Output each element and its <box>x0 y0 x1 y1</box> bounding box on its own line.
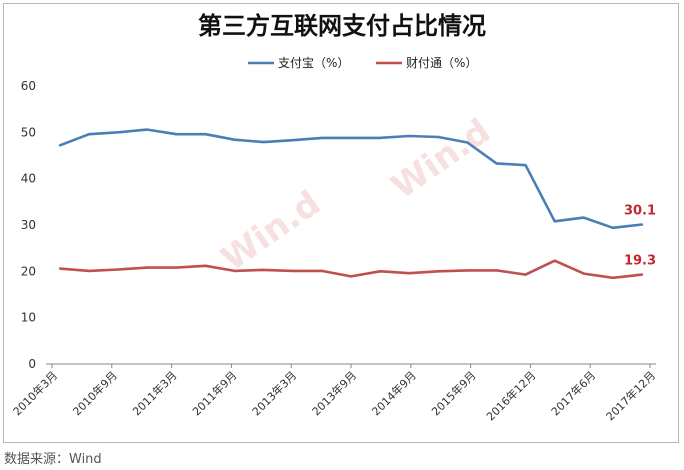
series-1-point-20 <box>640 273 644 276</box>
series-0-point-1 <box>87 132 91 136</box>
chart: 第三方互联网支付占比情况 Win.d Win.d 支付宝（%） 财付通（%） 0 10… <box>10 11 658 423</box>
chart-frame: 第三方互联网支付占比情况 Win.d Win.d 支付宝（%） 财付通（%） 0 10… <box>3 3 679 443</box>
series-1-point-6 <box>233 269 236 273</box>
source-note: 数据来源：Wind <box>4 452 102 467</box>
series-end-label-1: 19.3 <box>624 254 656 269</box>
series-0-point-6 <box>233 138 236 141</box>
series-0-point-14 <box>466 141 469 144</box>
y-tick-label-50: 50 <box>21 125 36 139</box>
series-0-point-2 <box>117 131 120 134</box>
x-tick-label-9: 2017年6月 <box>548 368 598 418</box>
series-0-point-17 <box>553 220 556 223</box>
y-tick-label-40: 40 <box>21 172 36 186</box>
series-1-point-14 <box>466 269 469 272</box>
x-tick-label-0: 2010年3月 <box>10 368 60 418</box>
series-1-point-11 <box>378 270 382 273</box>
series-0-point-10 <box>349 136 353 140</box>
series-0-point-11 <box>378 136 382 140</box>
x-tick-label-7: 2015年9月 <box>429 368 479 418</box>
series-1-point-16 <box>524 273 527 276</box>
series-line-0 <box>59 128 643 230</box>
series-1-point-18 <box>582 272 585 275</box>
series-1-point-7 <box>262 268 265 272</box>
series-1-point-17 <box>553 259 556 262</box>
series-1-point-19 <box>611 276 615 280</box>
series-0-point-20 <box>640 223 644 226</box>
series-0-point-5 <box>204 132 207 136</box>
y-tick-label-0: 0 <box>28 357 36 371</box>
series-0-point-15 <box>495 162 498 165</box>
series-1-point-4 <box>175 266 178 269</box>
x-tick-label-3: 2011年9月 <box>189 368 239 418</box>
series-1-point-2 <box>117 268 120 271</box>
series-0-point-8 <box>291 139 294 142</box>
y-tick-label-10: 10 <box>21 311 36 325</box>
x-tick-label-10: 2017年12月 <box>603 368 658 423</box>
series-end-label-0: 30.1 <box>624 204 656 219</box>
series-1-point-3 <box>146 266 149 269</box>
series-0-point-7 <box>262 140 265 144</box>
series-0-point-12 <box>408 134 411 138</box>
watermark-1: Win.d <box>384 111 498 207</box>
y-tick-label-60: 60 <box>21 79 36 93</box>
series-0-point-19 <box>611 226 615 229</box>
series-1-point-12 <box>408 271 411 275</box>
series-0-point-4 <box>175 132 178 136</box>
series-0-point-16 <box>524 164 527 167</box>
series-1-point-5 <box>204 264 207 267</box>
series-0-point-3 <box>146 128 149 131</box>
series-0-point-13 <box>437 135 440 139</box>
x-tick-label-4: 2013年3月 <box>249 368 299 418</box>
series-1-point-0 <box>58 267 62 270</box>
series-1-point-10 <box>349 275 353 278</box>
x-tick-label-8: 2016年12月 <box>483 368 538 423</box>
x-tick-label-1: 2010年9月 <box>70 368 120 418</box>
series-1-point-15 <box>495 269 498 272</box>
series-0-point-18 <box>582 216 585 219</box>
x-tick-label-6: 2014年9月 <box>369 368 419 418</box>
series-1-point-9 <box>320 269 324 273</box>
x-tick-label-2: 2011年3月 <box>130 368 180 418</box>
x-tick-label-5: 2013年9月 <box>309 368 359 418</box>
y-tick-label-30: 30 <box>21 218 36 232</box>
series-0-point-9 <box>320 136 324 140</box>
watermark-0: Win.d <box>214 183 328 279</box>
series-1-point-13 <box>437 270 440 273</box>
legend-label-1: 财付通（%） <box>406 56 477 70</box>
chart-title: 第三方互联网支付占比情况 <box>198 11 486 40</box>
series-1-point-8 <box>291 269 294 273</box>
series-1-point-1 <box>87 269 91 273</box>
legend-label-0: 支付宝（%） <box>278 56 349 70</box>
y-tick-label-20: 20 <box>21 264 36 278</box>
series-0-point-0 <box>58 144 62 147</box>
